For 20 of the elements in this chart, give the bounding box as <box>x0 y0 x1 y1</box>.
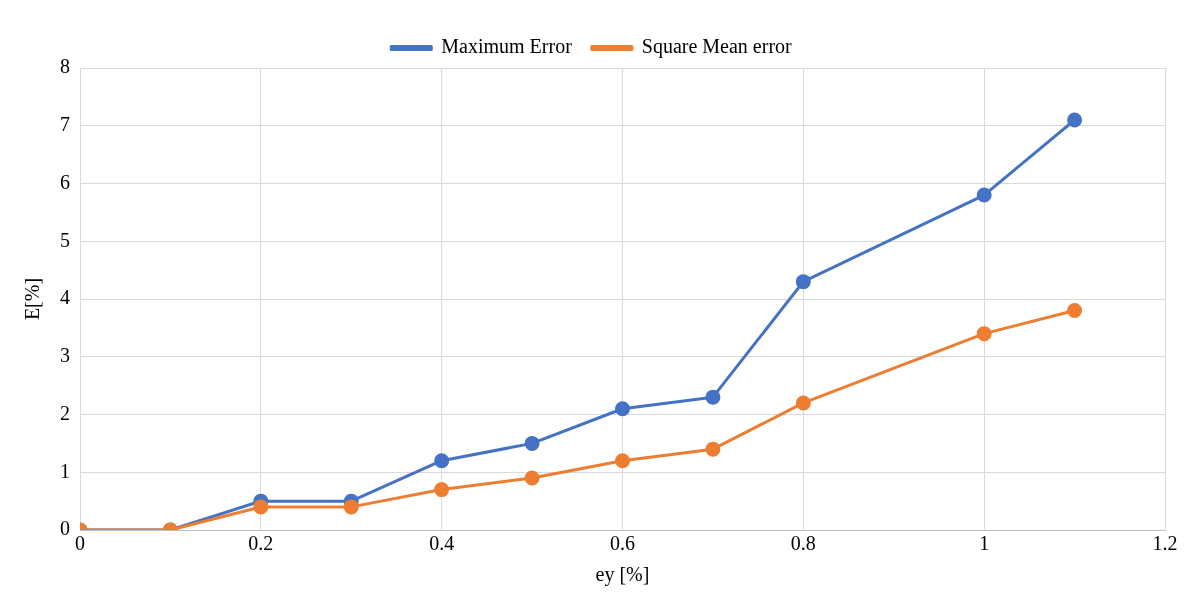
y-tick-label: 6 <box>60 170 70 193</box>
y-tick-label: 7 <box>60 113 70 135</box>
x-tick-label: 0 <box>75 532 85 555</box>
legend-label: Maximum Error <box>441 35 573 58</box>
x-tick-label: 0.6 <box>610 532 635 555</box>
y-tick-label: 2 <box>60 401 70 424</box>
y-tick-label: 4 <box>60 286 70 309</box>
x-axis-title: ey [%] <box>595 563 650 587</box>
x-tick-label: 1 <box>979 532 990 555</box>
y-tick-label: 5 <box>60 228 70 251</box>
y-axis-title: E[%] <box>21 277 44 321</box>
x-tick-label: 0.2 <box>248 532 274 555</box>
y-tick-label: 1 <box>60 459 70 482</box>
x-tick-label: 0.4 <box>429 532 455 555</box>
x-tick-label: 0.8 <box>790 532 816 555</box>
legend-label: Square Mean error <box>641 35 793 59</box>
x-tick-label: 1.2 <box>1152 532 1178 555</box>
y-tick-label: 0 <box>60 517 70 540</box>
y-tick-label: 8 <box>60 55 70 78</box>
y-tick-label: 3 <box>60 344 70 366</box>
